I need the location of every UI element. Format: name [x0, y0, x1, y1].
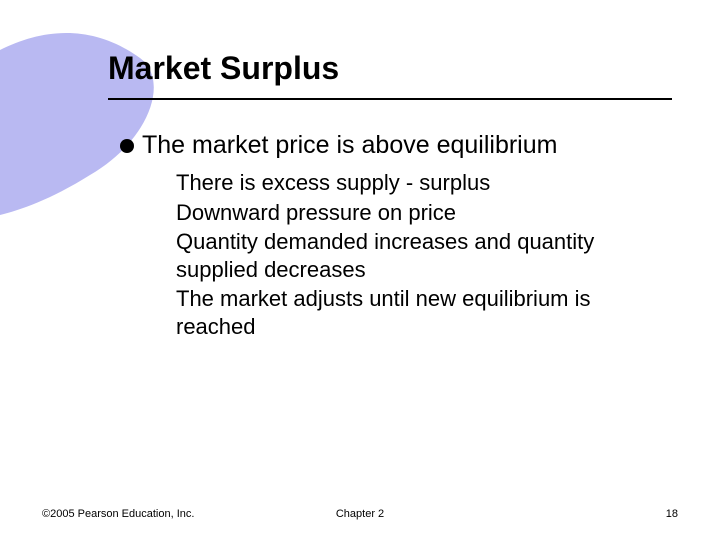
slide: Market Surplus The market price is above…: [0, 0, 720, 540]
title-container: Market Surplus: [108, 50, 660, 87]
moon-bullet-icon: [156, 174, 172, 190]
footer: ©2005 Pearson Education, Inc. Chapter 2 …: [0, 502, 720, 520]
level2-text: There is excess supply - surplus: [176, 169, 490, 197]
footer-chapter: Chapter 2: [0, 508, 720, 520]
level2-item: The market adjusts until new equilibrium…: [156, 285, 660, 340]
level2-item: Downward pressure on price: [156, 199, 660, 227]
level2-item: Quantity demanded increases and quantity…: [156, 228, 660, 283]
level2-item: There is excess supply - surplus: [156, 169, 660, 197]
content-area: The market price is above equilibrium Th…: [120, 130, 660, 342]
level1-item: The market price is above equilibrium: [120, 130, 660, 161]
level2-list: There is excess supply - surplusDownward…: [156, 169, 660, 340]
level2-text: Quantity demanded increases and quantity…: [176, 228, 660, 283]
slide-title: Market Surplus: [108, 50, 660, 87]
moon-bullet-icon: [156, 233, 172, 249]
title-underline: [108, 98, 672, 100]
level2-text: Downward pressure on price: [176, 199, 456, 227]
moon-bullet-icon: [156, 204, 172, 220]
footer-page-number: 18: [666, 508, 678, 520]
level1-text: The market price is above equilibrium: [142, 130, 557, 161]
moon-bullet-icon: [156, 290, 172, 306]
disc-bullet-icon: [120, 139, 134, 153]
level2-text: The market adjusts until new equilibrium…: [176, 285, 660, 340]
